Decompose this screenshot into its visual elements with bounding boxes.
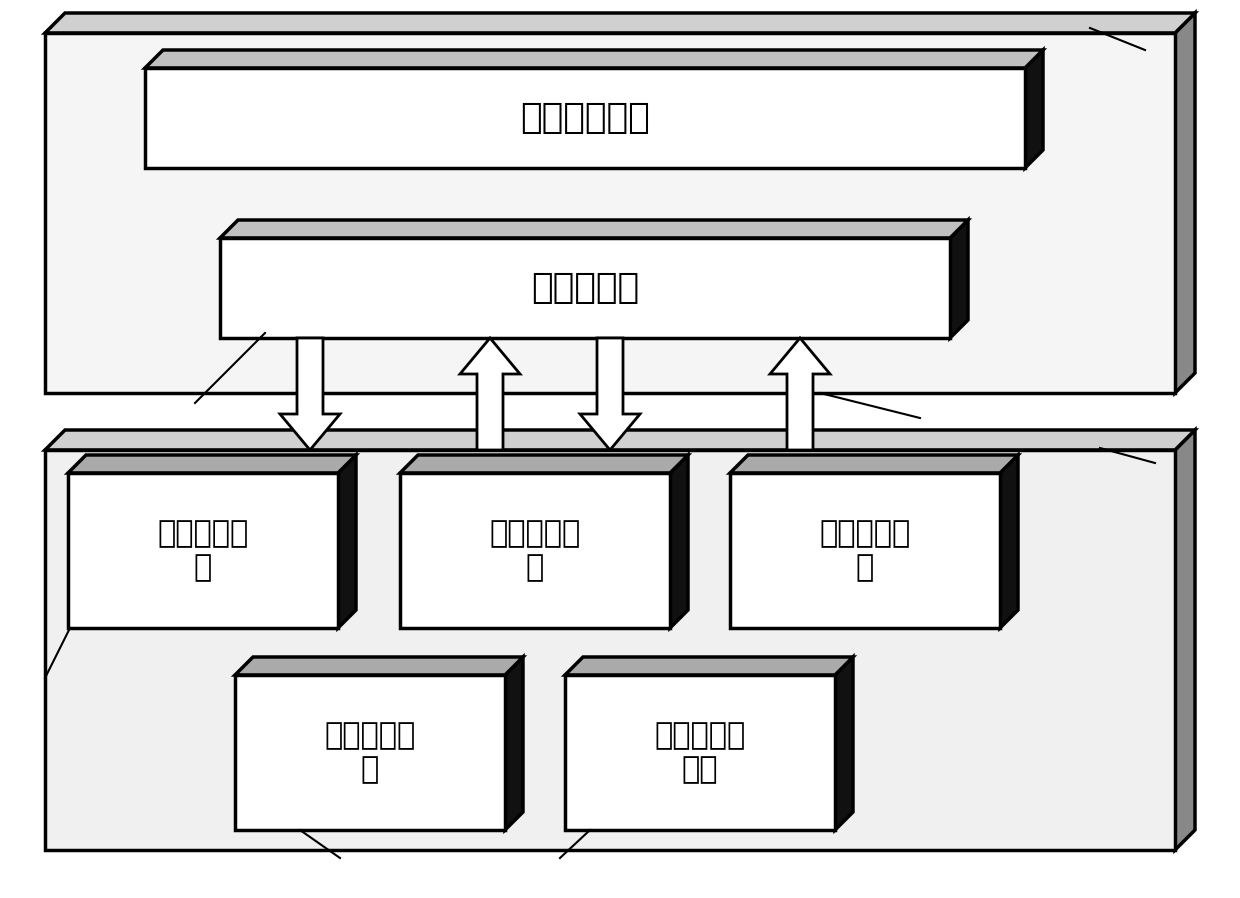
Polygon shape bbox=[1176, 13, 1195, 393]
Bar bbox=[236, 675, 505, 830]
Bar bbox=[45, 450, 1176, 850]
Text: 分布式缓存: 分布式缓存 bbox=[531, 271, 639, 305]
Polygon shape bbox=[68, 455, 356, 473]
Polygon shape bbox=[670, 455, 688, 628]
Polygon shape bbox=[950, 220, 968, 338]
Polygon shape bbox=[505, 657, 523, 830]
Text: 缓存管理模块: 缓存管理模块 bbox=[520, 101, 650, 135]
Polygon shape bbox=[236, 657, 523, 675]
Polygon shape bbox=[339, 455, 356, 628]
Polygon shape bbox=[999, 455, 1018, 628]
Text: 可靠性服务
模块: 可靠性服务 模块 bbox=[655, 721, 745, 784]
Text: 替换算法模
块: 替换算法模 块 bbox=[490, 519, 580, 582]
Polygon shape bbox=[1176, 430, 1195, 850]
Bar bbox=[401, 473, 670, 628]
Text: 缓存通信模
块: 缓存通信模 块 bbox=[325, 721, 415, 784]
Polygon shape bbox=[580, 338, 640, 450]
Text: 数据分布模
块: 数据分布模 块 bbox=[157, 519, 249, 582]
Polygon shape bbox=[460, 338, 520, 450]
Polygon shape bbox=[730, 455, 1018, 473]
Polygon shape bbox=[401, 455, 688, 473]
Bar bbox=[68, 473, 339, 628]
Polygon shape bbox=[770, 338, 830, 450]
Bar bbox=[565, 675, 835, 830]
Bar bbox=[45, 33, 1176, 393]
Polygon shape bbox=[280, 338, 340, 450]
Text: 缓存同步模
块: 缓存同步模 块 bbox=[820, 519, 910, 582]
Polygon shape bbox=[835, 657, 853, 830]
Polygon shape bbox=[219, 220, 968, 238]
Polygon shape bbox=[145, 50, 1043, 68]
Bar bbox=[219, 238, 950, 338]
Polygon shape bbox=[45, 13, 1195, 33]
Polygon shape bbox=[1025, 50, 1043, 168]
Bar bbox=[730, 473, 999, 628]
Polygon shape bbox=[45, 430, 1195, 450]
Polygon shape bbox=[565, 657, 853, 675]
Bar bbox=[145, 68, 1025, 168]
